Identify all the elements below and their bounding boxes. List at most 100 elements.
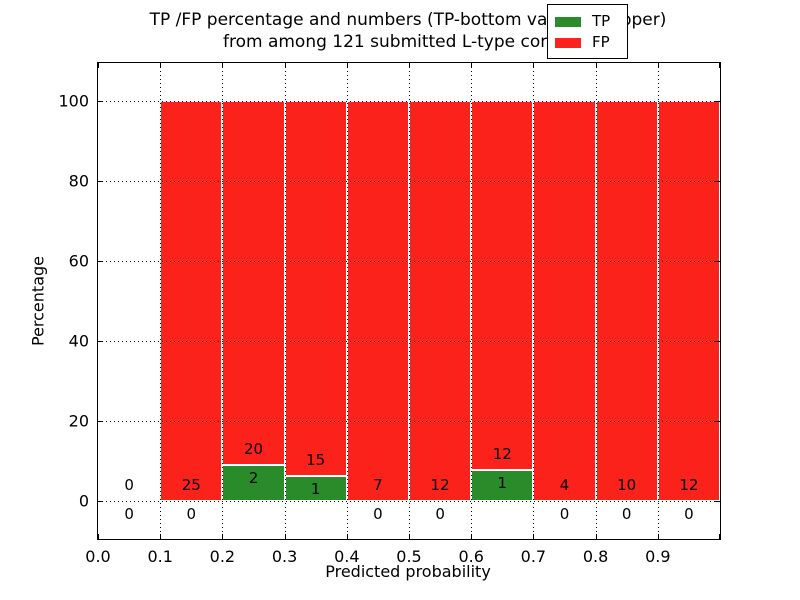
x-tick-label: 0.6 xyxy=(458,547,484,566)
x-tick-mark-top xyxy=(284,63,286,68)
x-tick-mark xyxy=(533,534,535,539)
gridline-vertical xyxy=(657,63,659,539)
gridline-vertical xyxy=(409,63,410,539)
gridline-vertical xyxy=(595,63,597,539)
legend-label-fp: FP xyxy=(592,33,610,51)
x-tick-label: 0.3 xyxy=(271,547,298,566)
x-tick-mark-top xyxy=(719,63,720,68)
y-tick-label: 0 xyxy=(78,491,89,511)
gridline-vertical xyxy=(160,63,162,539)
bar-segment-tp xyxy=(471,470,534,501)
gridline-vertical xyxy=(222,63,224,539)
y-tick-mark-right xyxy=(715,421,720,422)
fp-count-label: 15 xyxy=(306,451,326,469)
x-tick-mark xyxy=(98,534,99,539)
x-tick-mark xyxy=(346,534,348,539)
x-tick-mark-top xyxy=(98,63,99,68)
fp-count-label: 25 xyxy=(181,476,201,494)
y-tick-mark xyxy=(98,421,103,422)
tp-count-label: 0 xyxy=(124,505,134,523)
y-tick-mark xyxy=(98,101,103,102)
x-tick-mark-top xyxy=(533,63,535,68)
tp-count-label: 2 xyxy=(248,468,259,487)
x-tick-label: 0.4 xyxy=(334,547,360,566)
y-tick-mark-right xyxy=(715,261,720,262)
tp-count-label: 1 xyxy=(497,474,508,493)
y-tick-label: 20 xyxy=(68,411,89,431)
y-tick-label: 60 xyxy=(68,251,89,271)
x-tick-mark-top xyxy=(409,63,410,68)
x-tick-mark xyxy=(657,534,659,539)
bar-segment-fp xyxy=(657,101,720,501)
chart-title-line1: TP /FP percentage and numbers (TP-bottom… xyxy=(149,10,667,30)
bar-segment-tp xyxy=(284,476,347,501)
y-tick-label: 40 xyxy=(68,331,89,351)
x-tick-label: 0.0 xyxy=(85,547,111,566)
bar-segment-fp xyxy=(409,101,472,501)
bar-segment-fp xyxy=(533,101,596,501)
y-tick-mark xyxy=(98,261,103,262)
bar-segment-fp xyxy=(346,101,409,501)
legend-swatch-fp-icon xyxy=(555,37,581,48)
tp-count-label: 1 xyxy=(310,480,321,498)
x-tick-mark-top xyxy=(471,63,473,68)
fp-count-label: 20 xyxy=(243,439,264,458)
bar-segment-fp xyxy=(471,101,534,471)
tp-count-label: 0 xyxy=(684,505,694,523)
y-axis-label: Percentage xyxy=(28,255,48,347)
x-tick-mark-top xyxy=(657,63,659,68)
y-tick-mark-right xyxy=(715,101,720,102)
x-tick-mark xyxy=(719,534,720,539)
y-tick-label: 80 xyxy=(68,171,89,191)
x-tick-mark-top xyxy=(222,63,224,68)
legend-item-fp: FP xyxy=(555,32,621,53)
plot-area: 0.0 0.1 0.2 0.3 0.4 0.5 0.6 0.7 0.8 0.9 0 20 40 60 80 1… xyxy=(29,62,721,566)
y-tick-mark xyxy=(98,501,103,502)
x-tick-mark-top xyxy=(595,63,597,68)
bar-segment-fp xyxy=(160,101,223,501)
x-tick-mark xyxy=(222,534,224,539)
x-tick-mark xyxy=(595,534,597,539)
y-tick-mark-right xyxy=(715,181,720,182)
gridline-vertical xyxy=(346,63,348,539)
fp-count-label: 0 xyxy=(124,476,134,494)
y-tick-mark xyxy=(98,341,103,342)
legend-swatch-tp-icon xyxy=(555,16,581,27)
gridline-vertical xyxy=(471,63,473,539)
fp-count-label: 10 xyxy=(617,476,637,494)
y-tick-mark-right xyxy=(715,341,720,342)
x-tick-label: 0.9 xyxy=(645,547,671,566)
tp-count-label: 0 xyxy=(186,505,197,523)
x-tick-mark-top xyxy=(160,63,162,68)
x-tick-mark-top xyxy=(346,63,348,68)
bar-segment-fp xyxy=(222,101,285,465)
legend: TP FP xyxy=(547,4,628,59)
y-tick-label: 100 xyxy=(58,91,89,111)
x-tick-label: 0.1 xyxy=(147,547,173,566)
y-tick-mark-right xyxy=(715,501,720,502)
x-tick-mark xyxy=(409,534,410,539)
legend-item-tp: TP xyxy=(555,11,621,32)
x-tick-mark xyxy=(160,534,162,539)
x-tick-label: 0.2 xyxy=(209,547,236,566)
bar-segment-fp xyxy=(595,101,658,501)
x-tick-mark xyxy=(284,534,286,539)
legend-label-tp: TP xyxy=(592,12,611,30)
gridline-vertical xyxy=(284,63,286,539)
x-tick-label: 0.5 xyxy=(396,547,422,566)
tp-count-label: 0 xyxy=(559,505,570,523)
fp-count-label: 12 xyxy=(430,476,450,494)
tp-count-label: 0 xyxy=(435,505,445,523)
bar-segment-tp xyxy=(222,464,285,501)
tp-count-label: 0 xyxy=(373,505,383,523)
x-tick-label: 0.7 xyxy=(520,547,547,566)
y-tick-mark xyxy=(98,181,103,182)
tp-count-label: 0 xyxy=(621,505,632,523)
x-tick-mark xyxy=(471,534,473,539)
fp-count-label: 7 xyxy=(373,476,383,494)
chart-title-line2: from among 121 submitted L-type contacts xyxy=(222,32,593,52)
chart-title: TP /FP percentage and numbers (TP-bottom… xyxy=(97,9,719,53)
gridline-vertical xyxy=(533,63,535,539)
fp-count-label: 12 xyxy=(679,476,699,494)
